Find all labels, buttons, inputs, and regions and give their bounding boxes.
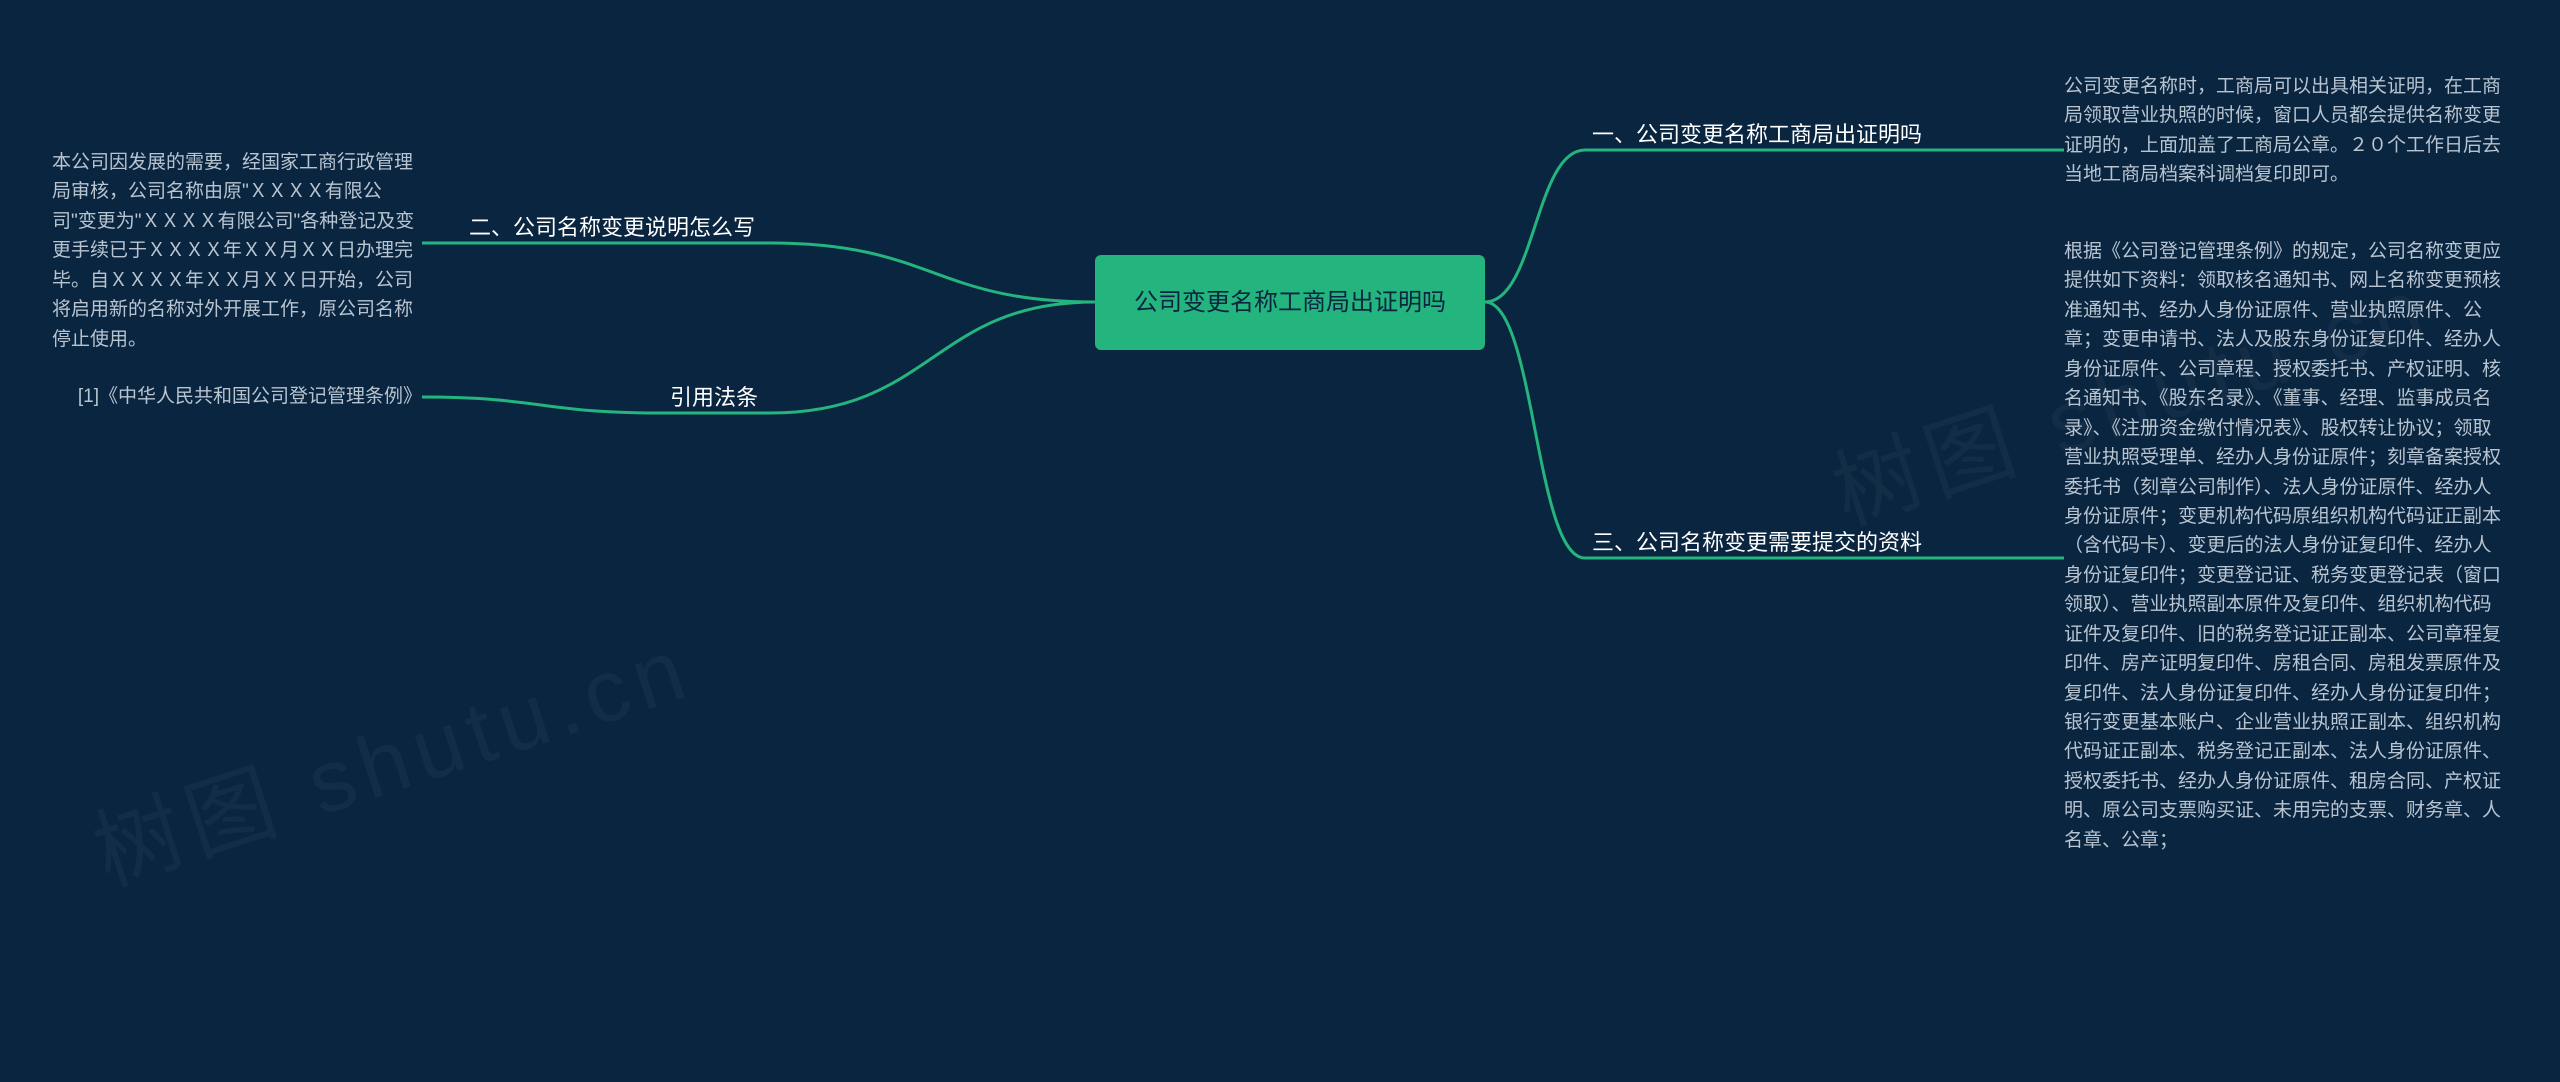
center-title: 公司变更名称工商局出证明吗 — [1134, 285, 1446, 321]
branch-1-label[interactable]: 一、公司变更名称工商局出证明吗 — [1592, 118, 1922, 151]
leaf-1-text: 公司变更名称时，工商局可以出具相关证明，在工商局领取营业执照的时候，窗口人员都会… — [2064, 72, 2504, 190]
watermark-left: 树图 shutu.cn — [76, 597, 706, 910]
branch-3-label[interactable]: 三、公司名称变更需要提交的资料 — [1592, 526, 1922, 559]
branch-4-label[interactable]: 引用法条 — [670, 381, 758, 414]
center-node[interactable]: 公司变更名称工商局出证明吗 — [1095, 255, 1485, 350]
branch-2-label[interactable]: 二、公司名称变更说明怎么写 — [469, 211, 755, 244]
leaf-4-text: [1]《中华人民共和国公司登记管理条例》 — [52, 382, 422, 411]
leaf-2-text: 本公司因发展的需要，经国家工商行政管理局审核，公司名称由原"ＸＸＸＸ有限公司"变… — [52, 148, 422, 354]
leaf-3-text: 根据《公司登记管理条例》的规定，公司名称变更应提供如下资料：领取核名通知书、网上… — [2064, 237, 2504, 855]
